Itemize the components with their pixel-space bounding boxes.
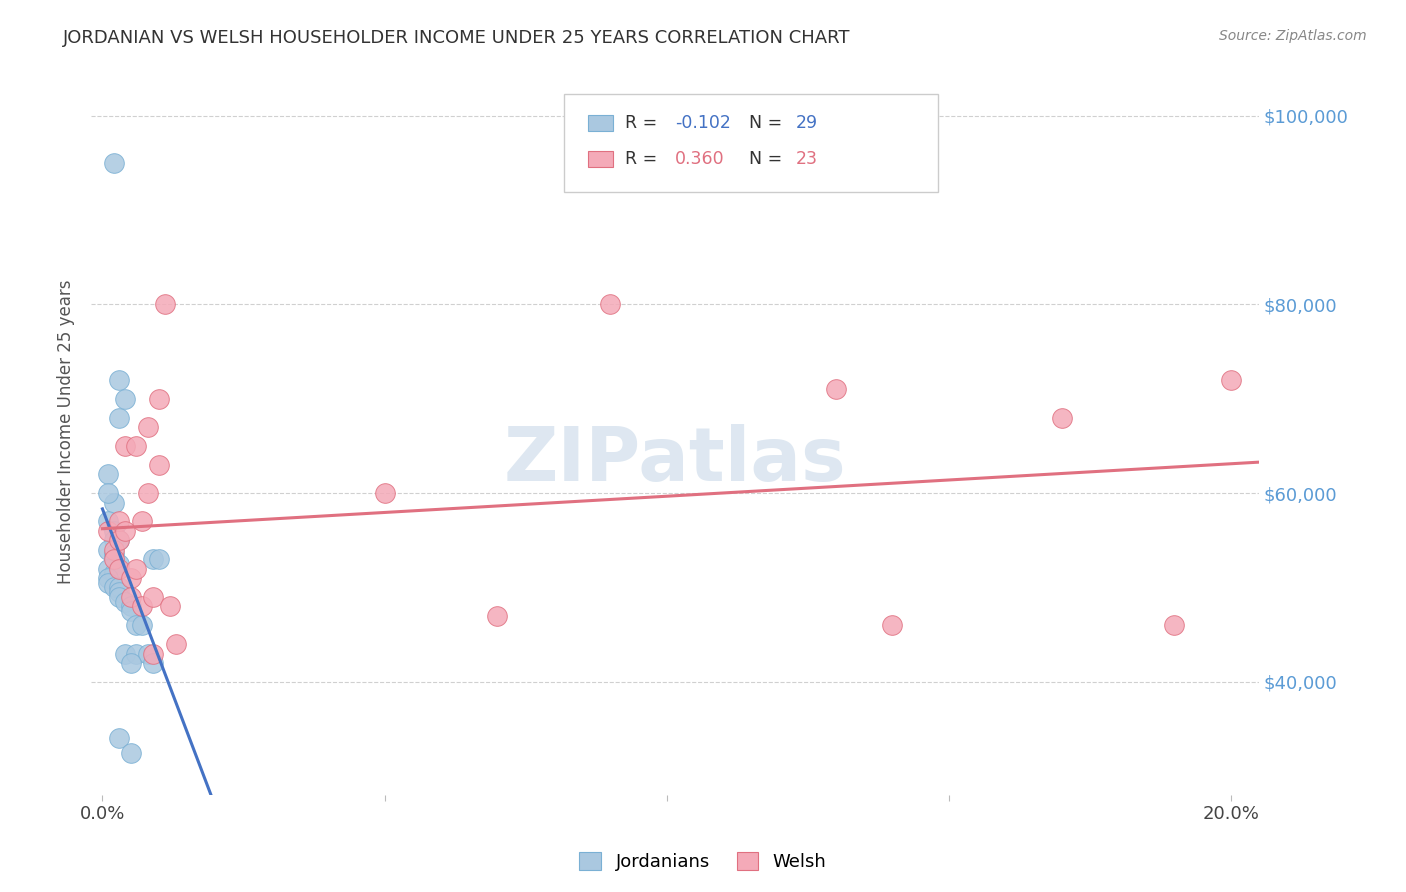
Point [97, 561, 120, 575]
Point [97, 524, 120, 538]
Point [108, 557, 131, 571]
FancyBboxPatch shape [588, 152, 613, 168]
Text: R =: R = [624, 114, 662, 132]
Point [486, 608, 509, 623]
Text: N =: N = [749, 114, 787, 132]
Point [142, 656, 165, 670]
Point [97, 542, 120, 557]
Point [108, 585, 131, 599]
Point [136, 486, 159, 500]
Point [120, 656, 142, 670]
Point [142, 647, 165, 661]
Point [120, 571, 142, 585]
Y-axis label: Householder Income Under 25 years: Householder Income Under 25 years [58, 279, 75, 584]
Point [120, 599, 142, 614]
Point [108, 410, 131, 425]
Text: R =: R = [624, 151, 662, 169]
Point [114, 524, 136, 538]
Point [103, 495, 125, 509]
Point [159, 599, 181, 614]
Text: Source: ZipAtlas.com: Source: ZipAtlas.com [1219, 29, 1367, 43]
Point [103, 566, 125, 581]
Point [97, 486, 120, 500]
Point [108, 373, 131, 387]
Text: ZIPatlas: ZIPatlas [503, 425, 846, 498]
Point [108, 515, 131, 529]
Point [131, 515, 153, 529]
Point [97, 571, 120, 585]
Point [882, 618, 904, 632]
Point [1163, 618, 1185, 632]
Point [97, 515, 120, 529]
Point [1219, 373, 1241, 387]
Point [374, 486, 396, 500]
Point [120, 746, 142, 760]
Point [114, 647, 136, 661]
Point [97, 467, 120, 482]
Text: JORDANIAN VS WELSH HOUSEHOLDER INCOME UNDER 25 YEARS CORRELATION CHART: JORDANIAN VS WELSH HOUSEHOLDER INCOME UN… [63, 29, 851, 46]
Point [136, 647, 159, 661]
Text: 23: 23 [796, 151, 817, 169]
Point [114, 392, 136, 406]
Point [103, 552, 125, 566]
Point [131, 599, 153, 614]
Point [103, 581, 125, 595]
Text: 29: 29 [796, 114, 817, 132]
Point [108, 533, 131, 548]
FancyBboxPatch shape [564, 94, 938, 192]
Point [142, 552, 165, 566]
Point [103, 156, 125, 170]
Point [114, 439, 136, 453]
Point [114, 594, 136, 608]
Point [125, 561, 148, 575]
Point [825, 382, 848, 396]
Text: N =: N = [749, 151, 787, 169]
Point [148, 552, 170, 566]
Point [131, 618, 153, 632]
Point [125, 618, 148, 632]
Point [103, 552, 125, 566]
Point [103, 533, 125, 548]
Point [120, 590, 142, 604]
Point [103, 524, 125, 538]
Point [103, 548, 125, 562]
Point [125, 439, 148, 453]
Text: 0.360: 0.360 [675, 151, 724, 169]
Point [142, 590, 165, 604]
Point [148, 392, 170, 406]
Point [1050, 410, 1073, 425]
Point [108, 533, 131, 548]
Legend: Jordanians, Welsh: Jordanians, Welsh [572, 845, 834, 879]
Point [120, 604, 142, 618]
Point [165, 637, 187, 651]
Point [108, 561, 131, 575]
Point [148, 458, 170, 472]
Point [103, 542, 125, 557]
FancyBboxPatch shape [588, 115, 613, 131]
Point [108, 581, 131, 595]
Point [153, 297, 176, 311]
Point [108, 731, 131, 746]
Point [125, 647, 148, 661]
Point [97, 575, 120, 590]
Point [599, 297, 621, 311]
Point [108, 590, 131, 604]
Text: -0.102: -0.102 [675, 114, 731, 132]
Point [136, 420, 159, 434]
